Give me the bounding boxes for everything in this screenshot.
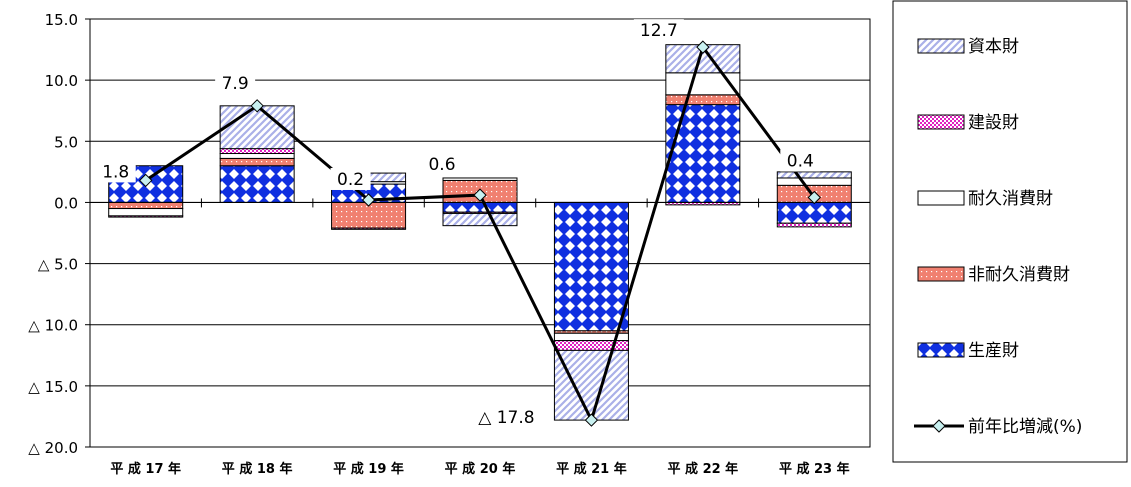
data-label-bg: [95, 160, 136, 183]
legend-box: [892, 0, 1128, 463]
bar-segment: [108, 208, 184, 217]
data-label: 1.8: [102, 162, 129, 182]
labels-layer: 1.8 7.9 0.2 0.6 △ 17.8 12.7 0.4: [95, 19, 821, 429]
trend-marker: [807, 190, 821, 205]
legend-label: 耐久消費財: [968, 189, 1053, 209]
bar-segment: [776, 222, 852, 228]
x-tick-label: 平 成 22 年: [668, 461, 739, 477]
bar-segment: [108, 201, 184, 210]
y-tick-label: △ 15.0: [28, 378, 78, 396]
bar-segment: [331, 227, 407, 230]
data-label-bg: [215, 71, 256, 94]
legend-swatch: [917, 342, 965, 358]
axes-layer: 15.0 10.0 5.0 0.0 △ 5.0 △ 10.0 △ 15.0 △ 20.0 平 成…: [28, 11, 870, 477]
bar-segment: [776, 171, 852, 179]
bar-segment: [219, 153, 295, 159]
legend-swatch: [917, 114, 965, 130]
bar-segment: [219, 165, 295, 203]
y-tick-label: △ 20.0: [28, 439, 78, 457]
trend-marker: [696, 40, 710, 54]
bar-segment: [442, 212, 518, 227]
y-tick-label: △ 5.0: [38, 256, 78, 274]
legend-swatch: [917, 266, 965, 282]
y-tick-label: 10.0: [45, 72, 78, 90]
bar-segment: [219, 148, 295, 155]
data-label-bg: [330, 167, 371, 190]
legend-label: 建設財: [968, 113, 1019, 133]
y-tick-label: 0.0: [54, 194, 78, 212]
bar-segment: [108, 215, 184, 218]
plot-area: [89, 18, 871, 448]
trend-marker: [473, 188, 487, 202]
bar-segment: [776, 177, 852, 186]
trend-marker: [139, 173, 153, 188]
data-label: 0.2: [337, 170, 364, 190]
data-label-bg: [471, 406, 542, 429]
y-tick-label: △ 10.0: [28, 317, 78, 335]
trend-marker: [584, 413, 599, 427]
legend-label: 前年比増減(%): [968, 417, 1082, 437]
bar-segment: [553, 349, 629, 421]
bar-segment: [442, 177, 518, 181]
y-tick-label: 15.0: [45, 11, 78, 29]
gridlines: [89, 18, 871, 448]
bar-segment: [442, 201, 518, 213]
data-label: 0.4: [787, 152, 814, 172]
data-label: △ 17.8: [478, 408, 534, 428]
bar-segment: [665, 104, 741, 203]
data-label: 12.7: [640, 21, 678, 41]
data-label: 7.9: [222, 74, 249, 94]
bar-segment: [776, 201, 852, 224]
data-label-bg: [780, 149, 821, 172]
bar-segment: [665, 94, 741, 106]
x-tick-label: 平 成 18 年: [222, 461, 293, 477]
bar-segment: [553, 340, 629, 351]
bar-segment: [219, 157, 295, 167]
data-label-bg: [422, 153, 462, 176]
data-label: 0.6: [428, 155, 455, 175]
x-tick-label: 平 成 20 年: [445, 461, 516, 477]
y-tick-label: 5.0: [54, 133, 78, 151]
legend-marker-swatch: [932, 419, 946, 433]
legend-swatch: [917, 190, 965, 206]
legend-label: 非耐久消費財: [968, 265, 1070, 285]
trend-line-layer: [139, 40, 821, 427]
x-tick-label: 平 成 23 年: [779, 461, 850, 477]
legend-label: 生産財: [968, 341, 1019, 361]
legend-swatch: [917, 38, 965, 54]
trend-marker: [250, 99, 264, 113]
x-tick-label: 平 成 19 年: [333, 461, 404, 477]
bar-segment: [553, 201, 629, 332]
trend-marker: [361, 193, 376, 207]
x-tick-label: 平 成 21 年: [556, 461, 627, 477]
legend-label: 資本財: [968, 37, 1019, 57]
x-tick-label: 平 成 17 年: [110, 461, 181, 477]
data-label-bg: [633, 19, 684, 42]
